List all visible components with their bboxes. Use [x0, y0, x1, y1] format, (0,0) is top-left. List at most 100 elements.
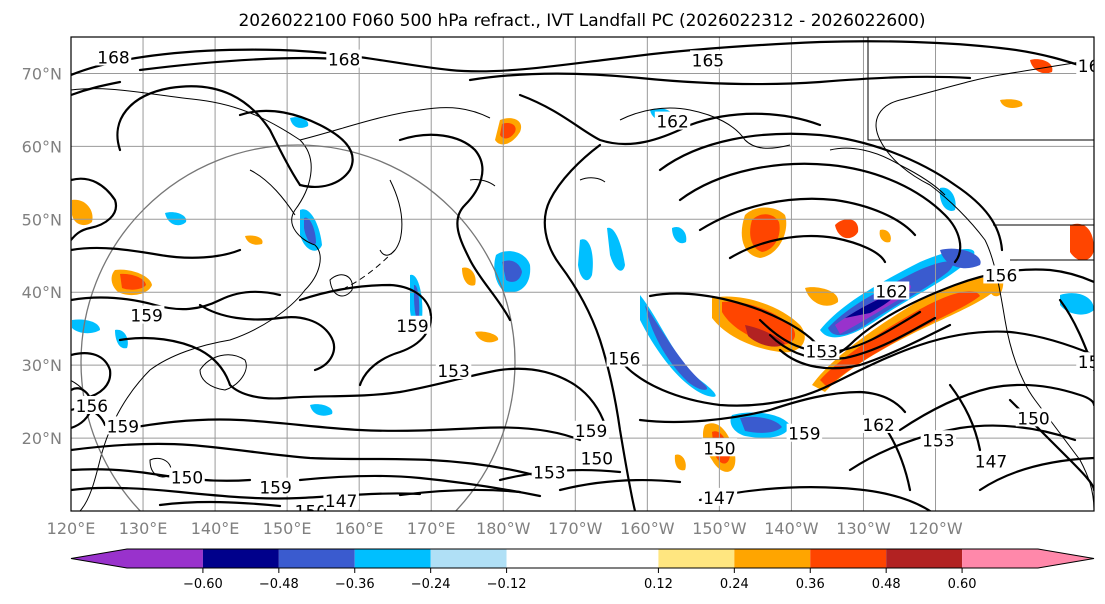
contour-label-background: [873, 281, 910, 300]
contour-label-background: [701, 487, 738, 506]
latitude-label: 40°N: [22, 283, 62, 302]
colorbar-segment: [734, 549, 811, 568]
longitude-label: 150°W: [692, 519, 747, 538]
contour-label-background: [1076, 56, 1094, 75]
contour-label-background: [1076, 352, 1094, 371]
contour-label-background: [95, 47, 132, 66]
contour-label-background: [690, 50, 726, 69]
colorbar-tick-label: −0.48: [259, 577, 299, 592]
contour-labels: 168 168 1651621591591531591561501591501471…: [74, 47, 1105, 512]
colorbar-tick-label: 0.60: [948, 577, 977, 592]
longitude-label: 120°E: [47, 519, 96, 538]
contour-label-background: [579, 448, 615, 467]
longitude-label: 170°E: [407, 519, 456, 538]
contour-label: 153: [1078, 353, 1105, 373]
contour-label-background: [1015, 408, 1052, 427]
contour-label-background: [169, 467, 205, 486]
contour-label: 150: [703, 439, 735, 459]
contour-label-background: [860, 414, 897, 433]
contour-label-background: [394, 315, 431, 334]
colorbar-segment: [506, 549, 659, 568]
contour-label-background: [920, 430, 957, 449]
contour-label: 159: [130, 307, 162, 327]
latitude-label: 60°N: [22, 137, 62, 156]
colorbar-segment: [202, 549, 279, 568]
contour-label: 150: [581, 449, 613, 469]
colorbar-tick-label: −0.12: [487, 577, 527, 592]
colorbar-tick-label: −0.24: [411, 577, 451, 592]
contour-label-background: [573, 420, 609, 439]
contour-label-background: [654, 111, 691, 130]
contour-label: 159: [259, 479, 291, 499]
contour-label-background: [973, 451, 1009, 470]
contour-label: 156: [76, 397, 108, 417]
contour-label-background: [803, 341, 840, 360]
colorbar-tick-label: −0.36: [335, 577, 375, 592]
colorbar-segment: [278, 549, 355, 568]
contour-label: 153: [533, 463, 565, 483]
range-circle: [80, 144, 516, 511]
contour-label: 156: [985, 266, 1017, 286]
latitude-label: 50°N: [22, 210, 62, 229]
longitude-label: 180°W: [476, 519, 531, 538]
colorbar: −0.60 −0.48 −0.36 −0.24 −0.12 0.12 0.24 0.36 0.4…: [70, 548, 1095, 592]
contour-label-background: [983, 265, 1019, 284]
contour-label: 165: [692, 51, 724, 71]
figure-title: 2026022100 F060 500 hPa refract., IVT La…: [238, 11, 925, 31]
colorbar-outline: [70, 548, 1095, 569]
colorbar-segment: [430, 549, 507, 568]
contour-label: 147: [325, 492, 357, 512]
contour-label: 168: [328, 51, 360, 71]
contour-label: 168: [97, 48, 129, 68]
colorbar-segment: [962, 549, 1038, 568]
contour-label: 162: [862, 416, 894, 436]
colorbar-segment: [886, 549, 963, 568]
colorbar-tick-label: 0.36: [796, 577, 825, 592]
contour-label: 147: [703, 489, 735, 509]
contour-label: 153: [922, 431, 954, 451]
contour-label: 159: [575, 422, 607, 442]
map-panel: 168 168 1651621591591531591561501591501471…: [71, 37, 1105, 512]
contour-label-background: [326, 49, 362, 68]
colorbar-segment: [354, 549, 431, 568]
height-contours: [71, 40, 1094, 511]
contour-label: 159: [396, 317, 428, 337]
longitude-label: 120°W: [908, 519, 963, 538]
contour-label: 153: [805, 342, 837, 362]
colorbar-tick-label: 0.24: [720, 577, 749, 592]
contour-label-background: [323, 490, 359, 509]
contour-label-background: [128, 305, 165, 324]
latitude-label: 70°N: [22, 64, 62, 83]
contour-label-background: [606, 348, 643, 367]
contour-label-background: [74, 395, 110, 414]
longitude-label: 140°W: [764, 519, 819, 538]
contour-label: 159: [788, 425, 820, 445]
colorbar-extend-high: [1038, 549, 1094, 568]
longitude-label: 150°E: [263, 519, 312, 538]
contour-label-background: [293, 501, 329, 511]
contour-label: 162: [875, 283, 907, 303]
longitude-label: 130°W: [836, 519, 891, 538]
longitude-label: 160°W: [620, 519, 675, 538]
contour-label: 150: [1017, 409, 1049, 429]
colorbar-segment: [658, 549, 735, 568]
contour-label: 150: [171, 468, 203, 488]
colorbar-segment: [127, 549, 203, 568]
longitude-label: 170°W: [548, 519, 603, 538]
contour-label: 156: [608, 350, 640, 370]
longitude-label: 130°E: [119, 519, 168, 538]
latitude-label: 30°N: [22, 356, 62, 375]
colorbar-tick-label: 0.48: [872, 577, 901, 592]
contour-label: 147: [975, 452, 1007, 472]
colorbar-extend-low: [71, 549, 127, 568]
colorbar-segment: [810, 549, 887, 568]
longitude-label: 160°E: [335, 519, 384, 538]
contour-label: 162: [1078, 57, 1105, 77]
longitude-labels: 120°E 130°E 140°E 150°E 160°E 170°E 180°W 170°W…: [47, 519, 963, 538]
contour-label-background: [786, 423, 823, 442]
contour-label: 159: [107, 417, 139, 437]
contour-label-background: [435, 360, 472, 379]
contour-label-background: [701, 438, 738, 457]
colorbar-tick-label: 0.12: [644, 577, 673, 592]
